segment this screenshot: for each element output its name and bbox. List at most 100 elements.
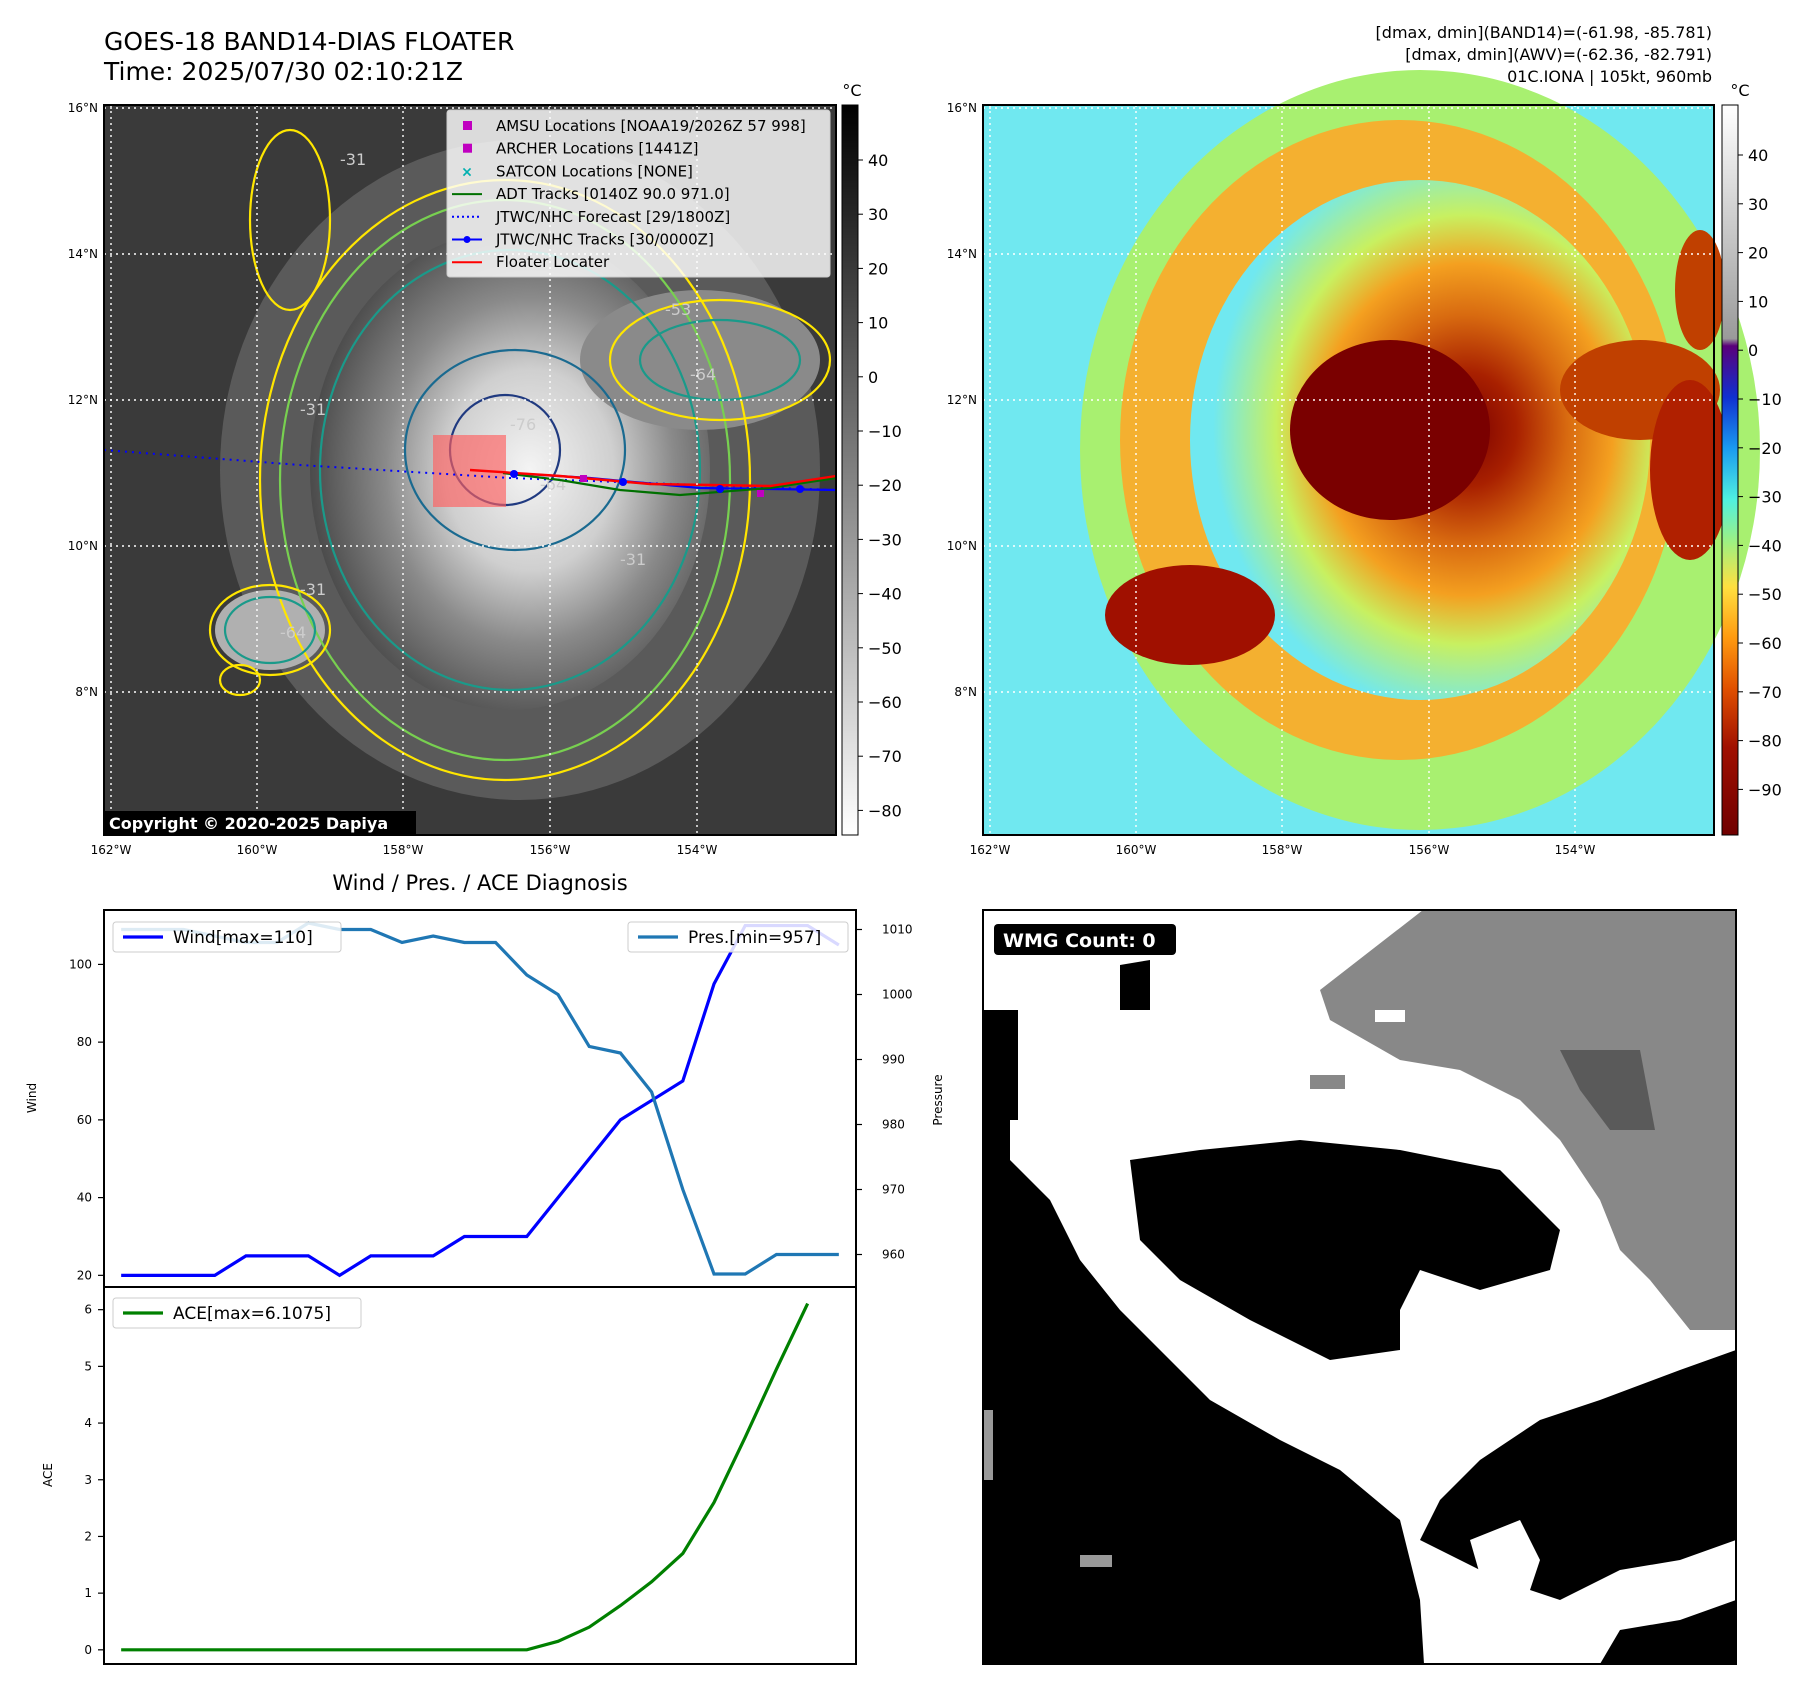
colorbar-tick-label: −60 bbox=[1748, 634, 1782, 653]
contour-label: -76 bbox=[510, 415, 536, 434]
lon-tick-label: 162°W bbox=[970, 843, 1011, 857]
info-line1: [dmax, dmin](BAND14)=(-61.98, -85.781) bbox=[1376, 23, 1712, 42]
legend-label: ARCHER Locations [1441Z] bbox=[496, 140, 699, 158]
ace-tick-label: 4 bbox=[84, 1416, 92, 1430]
legend-item: ADT Tracks [0140Z 90.0 971.0] bbox=[452, 185, 730, 203]
legend-marker-square bbox=[463, 143, 472, 153]
lat-tick-label: 12°N bbox=[68, 393, 98, 407]
wind-tick-label: 40 bbox=[77, 1191, 92, 1205]
floater-track bbox=[469, 468, 837, 488]
colorbar-tick-label: 30 bbox=[1748, 195, 1768, 214]
lon-tick-label: 154°W bbox=[1555, 843, 1596, 857]
lat-tick-label: 8°N bbox=[75, 685, 98, 699]
colorbar-color: °C 40 30 20 10 0 −10 −20 −30 −40 −50 −60 −70 −80 −90 bbox=[1721, 81, 1782, 836]
pressure-legend: Pres.[min=957] bbox=[627, 921, 849, 953]
ace-line bbox=[121, 1302, 810, 1652]
title-line2: Time: 2025/07/30 02:10:21Z bbox=[103, 57, 463, 86]
legend-item: JTWC/NHC Forecast [29/1800Z] bbox=[452, 208, 730, 226]
lon-tick-label: 158°W bbox=[1262, 843, 1303, 857]
archer-marker bbox=[757, 490, 764, 497]
colorbar-tick-label: −60 bbox=[868, 693, 902, 712]
colorbar-tick-label: −80 bbox=[1748, 732, 1782, 751]
legend-label: SATCON Locations [NONE] bbox=[496, 162, 693, 180]
legend-label: ADT Tracks [0140Z 90.0 971.0] bbox=[496, 185, 730, 203]
ace-tick-label: 0 bbox=[84, 1643, 92, 1657]
ace-axis-label: ACE bbox=[41, 1463, 55, 1487]
colorbar-tick-label: −40 bbox=[1748, 536, 1782, 555]
contour-label: -64 bbox=[280, 623, 306, 642]
amsu-marker bbox=[580, 475, 587, 482]
ace-tick-label: 3 bbox=[84, 1473, 92, 1487]
contour-label: -31 bbox=[620, 550, 646, 569]
ace-tick-label: 1 bbox=[84, 1586, 92, 1600]
colorbar-gray: °C 40 30 20 10 0 −10 −20 −30 −40 −50 −60 −70 −80 bbox=[841, 81, 902, 836]
pressure-tick-label: 980 bbox=[882, 1118, 905, 1132]
colorbar-color-unit: °C bbox=[1730, 81, 1749, 100]
colorbar-tick-label: −10 bbox=[1748, 390, 1782, 409]
copyright-box bbox=[104, 811, 416, 835]
lon-tick-label: 162°W bbox=[91, 843, 132, 857]
legend-item: JTWC/NHC Tracks [30/0000Z] bbox=[452, 231, 714, 249]
wind-tick-label: 20 bbox=[77, 1268, 92, 1282]
contour-label: -53 bbox=[665, 300, 691, 319]
info-line2: [dmax, dmin](AWV)=(-62.36, -82.791) bbox=[1405, 45, 1712, 64]
colorbar-tick-label: −30 bbox=[868, 530, 902, 549]
lat-tick-label: 14°N bbox=[947, 247, 977, 261]
colorbar-gray-unit: °C bbox=[842, 81, 861, 100]
colorbar-tick-label: −20 bbox=[1748, 439, 1782, 458]
lon-tick-label: 158°W bbox=[383, 843, 424, 857]
colorbar-tick-label: −10 bbox=[868, 422, 902, 441]
ace-tick-label: 2 bbox=[84, 1529, 92, 1543]
map-legend: AMSU Locations [NOAA19/2026Z 57 998] ARCH… bbox=[446, 109, 831, 278]
colorbar-tick-label: −30 bbox=[1748, 488, 1782, 507]
colorbar-tick-label: 0 bbox=[868, 368, 878, 387]
ir-map-gray: -31-31-76-64-31-64-64-31-53 AMSU Locatio… bbox=[103, 104, 837, 836]
colorbar-tick-label: 20 bbox=[1748, 244, 1768, 263]
colorbar-tick-label: −70 bbox=[868, 747, 902, 766]
legend-label: Floater Locater bbox=[496, 253, 610, 271]
contours bbox=[208, 128, 832, 782]
lon-tick-label: 160°W bbox=[1116, 843, 1157, 857]
colorbar-tick-label: −20 bbox=[868, 476, 902, 495]
colorbar-tick-label: 0 bbox=[1748, 341, 1758, 360]
copyright: Copyright © 2020-2025 Dapiya bbox=[109, 814, 388, 833]
legend-marker-square bbox=[463, 121, 472, 130]
colorbar-tick-label: −70 bbox=[1748, 683, 1782, 702]
lat-tick-label: 12°N bbox=[947, 393, 977, 407]
ir-map-color bbox=[982, 70, 1760, 836]
track-points bbox=[510, 470, 804, 493]
colorbar-tick-label: 10 bbox=[868, 314, 888, 333]
legend-label: Pres.[min=957] bbox=[688, 928, 821, 948]
lat-tick-label: 8°N bbox=[954, 685, 977, 699]
wmg-count: WMG Count: 0 bbox=[1003, 930, 1156, 952]
legend-item: AMSU Locations [NOAA19/2026Z 57 998] bbox=[463, 117, 806, 135]
colorbar-tick-label: −50 bbox=[1748, 585, 1782, 604]
colorbar-tick-label: −80 bbox=[868, 801, 902, 820]
legend-item: ARCHER Locations [1441Z] bbox=[463, 140, 699, 158]
pressure-tick-label: 1010 bbox=[882, 923, 913, 937]
wind-tick-label: 60 bbox=[77, 1113, 92, 1127]
wind-line bbox=[121, 923, 840, 1278]
legend-item: × SATCON Locations [NONE] bbox=[461, 162, 693, 180]
map2-ticks: 162°W 160°W 158°W 156°W 154°W 16°N 14°N 12°N 10°… bbox=[947, 101, 1596, 857]
lat-tick-label: 10°N bbox=[947, 539, 977, 553]
colorbar-tick-label: 40 bbox=[868, 151, 888, 170]
lat-tick-label: 16°N bbox=[68, 101, 98, 115]
pressure-tick-label: 990 bbox=[882, 1053, 905, 1067]
contour-label: -31 bbox=[340, 150, 366, 169]
lon-tick-label: 156°W bbox=[1409, 843, 1450, 857]
chart-title: Wind / Pres. / ACE Diagnosis bbox=[332, 871, 627, 895]
pressure-axis-label: Pressure bbox=[931, 1074, 945, 1125]
ace-tick-label: 6 bbox=[84, 1303, 92, 1317]
legend-marker-x: × bbox=[461, 164, 473, 180]
contour-label: -64 bbox=[690, 365, 716, 384]
title-line1: GOES-18 BAND14-DIAS FLOATER bbox=[104, 27, 514, 56]
colorbar-tick-label: −50 bbox=[868, 639, 902, 658]
map2-grid bbox=[983, 105, 1714, 835]
ace-tick-label: 5 bbox=[84, 1359, 92, 1373]
ace-chart: 0 1 2 3 4 5 6 ACE[max=6.1075] bbox=[84, 1286, 857, 1665]
legend-label: AMSU Locations [NOAA19/2026Z 57 998] bbox=[496, 117, 806, 135]
lat-tick-label: 14°N bbox=[68, 247, 98, 261]
pressure-tick-label: 960 bbox=[882, 1248, 905, 1262]
